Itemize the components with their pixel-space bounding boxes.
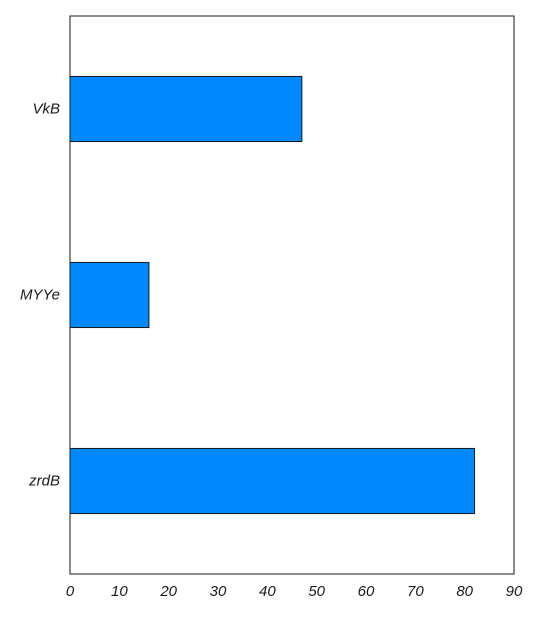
x-tick-label-70: 70: [407, 583, 424, 600]
x-tick-label-0: 0: [66, 583, 75, 600]
x-tick-label-60: 60: [358, 583, 375, 600]
bar-zrdB: [69, 447, 476, 515]
y-tick-label-VkB: VkB: [32, 101, 60, 118]
bars-layer: [69, 75, 476, 515]
x-tick-label-90: 90: [506, 583, 523, 600]
plot-frame: [69, 15, 515, 575]
bar-MYYe: [69, 261, 150, 329]
x-tick-label-10: 10: [111, 583, 128, 600]
x-tick-label-50: 50: [308, 583, 325, 600]
x-tick-label-20: 20: [159, 583, 177, 600]
bar-VkB: [69, 75, 303, 143]
x-tick-label-40: 40: [259, 583, 276, 600]
x-tick-labels: 0 10 20 30 40 50 60 70 80 90: [66, 583, 523, 600]
y-tick-labels: VkB MYYe zrdB: [20, 101, 60, 490]
x-tick-label-80: 80: [456, 583, 473, 600]
y-tick-label-MYYe: MYYe: [20, 287, 60, 304]
x-tick-label-30: 30: [210, 583, 227, 600]
y-tick-label-zrdB: zrdB: [28, 473, 60, 490]
